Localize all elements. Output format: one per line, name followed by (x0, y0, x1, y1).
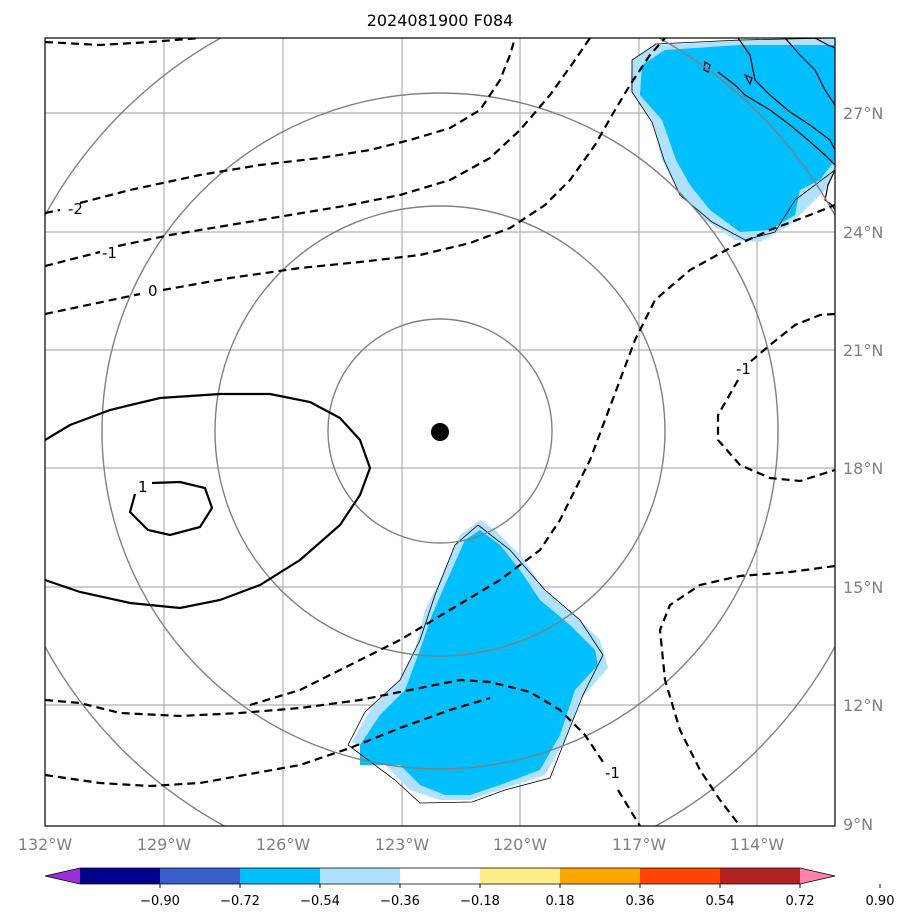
lon-tick-label: 123°W (375, 835, 430, 854)
contour-label-neg1a: -1 (102, 244, 117, 262)
contour-neg1c (716, 312, 835, 483)
contour-label-zero: 0 (148, 282, 158, 300)
contour-label-neg1b: -1 (605, 764, 620, 782)
colorbar-tick-label: −0.90 (140, 894, 180, 909)
contour-dashed-southeast (658, 564, 835, 826)
lat-tick-label: 18°N (843, 459, 883, 478)
range-rings (45, 38, 835, 826)
lon-tick-label: 126°W (256, 835, 311, 854)
colorbar-segment (240, 868, 321, 884)
shaded-region-northeast (630, 38, 835, 242)
colorbar-segment (480, 868, 561, 884)
contour-solid-one-inner (128, 480, 214, 537)
contour-dashed-top (45, 38, 201, 47)
contour-neg2 (45, 38, 517, 215)
lon-tick-labels: 132°W 129°W 126°W 123°W 120°W 117°W 114°… (18, 835, 785, 854)
map-frame (44, 37, 836, 827)
lat-tick-label: 15°N (843, 578, 883, 597)
range-ring-2 (214, 205, 666, 657)
contour-neg1a (45, 38, 591, 268)
colorbar-segment (640, 868, 721, 884)
contour-dashed-bottom (45, 696, 491, 788)
lon-tick-label: 114°W (730, 835, 785, 854)
range-ring-3 (101, 92, 779, 770)
range-ring-1 (327, 318, 553, 544)
lat-tick-label: 12°N (843, 696, 883, 715)
colorbar-tick-label: 0.18 (546, 894, 575, 909)
contour-dashed-long (249, 203, 835, 707)
colorbar-tick-label: −0.54 (300, 894, 340, 909)
lon-tick-label: 120°W (493, 835, 548, 854)
colorbar-segment (560, 868, 641, 884)
colorbar-tick-label: 0.72 (786, 894, 815, 909)
colorbar-tick-label: −0.36 (380, 894, 420, 909)
contour-neg1b (45, 678, 641, 826)
colorbar-tick-label: −0.72 (220, 894, 260, 909)
shaded-region-south (352, 520, 608, 800)
map-title: 2024081900 F084 (367, 11, 514, 30)
coastline (703, 38, 835, 211)
lat-tick-label: 27°N (843, 104, 883, 123)
contour-label-neg2: -2 (68, 200, 83, 218)
region-outline-south (347, 524, 604, 804)
lat-tick-labels: 27°N 24°N 21°N 18°N 15°N 12°N 9°N (843, 104, 883, 834)
storm-center-marker (431, 423, 449, 441)
contours (45, 38, 835, 826)
colorbar-tick-label: 0.90 (866, 894, 895, 909)
colorbar-tick-label: 0.36 (626, 894, 655, 909)
lon-tick-label: 129°W (137, 835, 192, 854)
colorbar-segment (320, 868, 401, 884)
colorbar-segment (160, 868, 241, 884)
colorbar-segment (720, 868, 801, 884)
contour-zero (45, 38, 666, 316)
lat-tick-label: 9°N (843, 815, 873, 834)
colorbar-segment (80, 868, 161, 884)
contour-label-pos1: 1 (138, 478, 148, 496)
contour-label-neg1c: -1 (736, 360, 751, 378)
map-plot-area: -2 -1 0 1 -1 -1 (45, 38, 835, 826)
colorbar-outline (44, 867, 836, 885)
colorbar-segment (400, 868, 481, 884)
contour-solid-one (45, 392, 372, 610)
lon-tick-label: 117°W (612, 835, 667, 854)
colorbar-tick-label: −0.18 (460, 894, 500, 909)
colorbar-extend-high (800, 868, 835, 884)
colorbar: −0.90 −0.72 −0.54 −0.36 −0.18 0.18 0.36 0.54 0.7… (44, 867, 895, 909)
colorbar-extend-low (45, 868, 80, 884)
lat-tick-label: 24°N (843, 223, 883, 242)
region-outline-northeast (631, 38, 835, 241)
lat-tick-label: 21°N (843, 341, 883, 360)
colorbar-tick-label: 0.54 (706, 894, 735, 909)
lon-tick-label: 132°W (18, 835, 73, 854)
